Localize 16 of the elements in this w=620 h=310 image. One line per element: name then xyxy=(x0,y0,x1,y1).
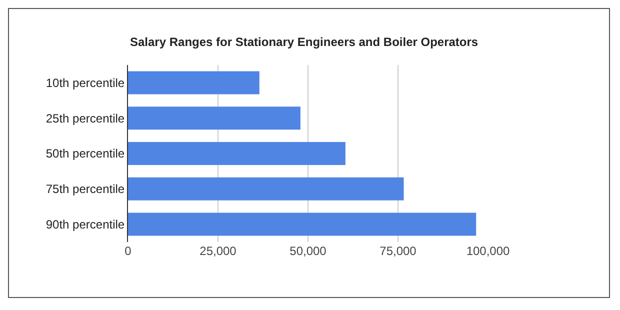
bar xyxy=(128,71,260,94)
bar xyxy=(128,212,476,236)
x-tick-label: 75,000 xyxy=(380,244,417,258)
x-tick-label: 50,000 xyxy=(290,244,327,258)
bar xyxy=(128,142,346,166)
y-tick-label: 10th percentile xyxy=(46,76,125,90)
x-tick-label: 25,000 xyxy=(200,244,237,258)
x-tick-label: 100,000 xyxy=(466,244,510,258)
y-tick-label: 75th percentile xyxy=(46,182,125,196)
y-tick-label: 90th percentile xyxy=(46,218,125,232)
y-tick-label: 25th percentile xyxy=(46,111,125,126)
y-tick-label: 50th percentile xyxy=(46,146,125,161)
bar xyxy=(128,177,404,200)
chart-title: Salary Ranges for Stationary Engineers and Boiler Operators xyxy=(130,35,478,50)
bar xyxy=(128,106,300,130)
x-tick-label: 0 xyxy=(124,244,132,258)
